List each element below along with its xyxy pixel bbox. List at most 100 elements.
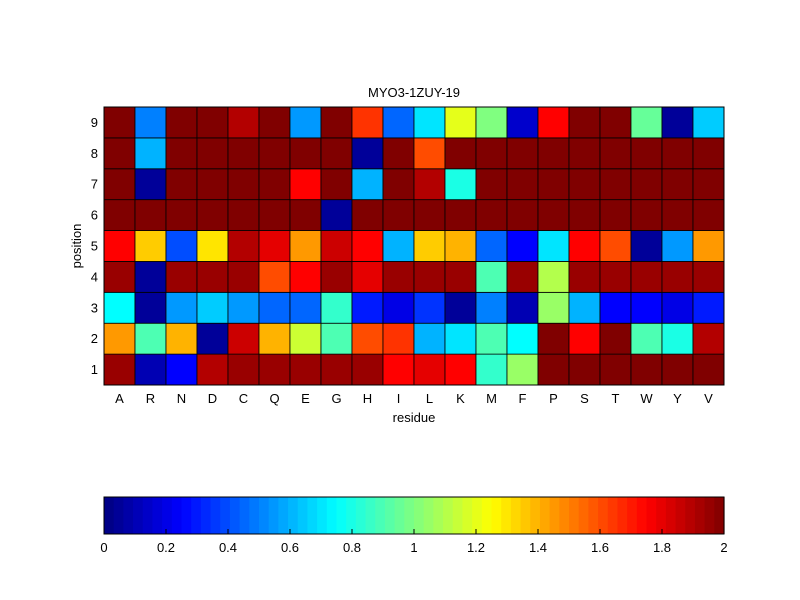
heatmap-cell [506,230,539,262]
heatmap-cell [568,106,601,139]
heatmap-cell [444,322,477,355]
plot-frame [103,106,725,386]
heatmap-cell [506,322,539,355]
heatmap-cell [661,106,694,139]
colorbar-band [355,497,367,534]
heatmap-cell [320,106,353,139]
heatmap-cell [630,353,663,386]
heatmap-cell [289,291,322,324]
heatmap-cell [165,106,198,139]
heatmap-cell [320,353,353,386]
colorbar-band [200,497,212,534]
y-tick-label: 8 [91,146,98,161]
heatmap-cell [227,230,260,262]
heatmap-cell [568,137,601,170]
heatmap-cell [289,137,322,170]
colorbar-band [481,497,493,534]
heatmap-cell [196,106,229,139]
colorbar [104,497,725,534]
x-tick-label: A [115,391,124,406]
colorbar-band [414,497,425,534]
heatmap-cell [351,261,384,293]
colorbar-band [443,497,454,534]
colorbar-band [104,497,115,534]
heatmap-cell [382,230,415,262]
heatmap-cell [103,106,136,139]
heatmap-cell [382,137,415,170]
colorbar-band [336,497,347,534]
heatmap-cell [289,106,322,139]
colorbar-band [346,497,357,534]
heatmap-cell [320,291,353,324]
heatmap-cell [227,322,260,355]
heatmap-cells [103,106,725,386]
colorbar-band [220,497,231,534]
heatmap-cell [630,199,663,231]
heatmap-cell [475,106,508,139]
heatmap-cell [227,291,260,324]
colorbar-tick-label: 0.6 [281,540,299,555]
colorbar-tick-label: 1.6 [591,540,609,555]
x-tick-label: W [640,391,653,406]
colorbar-band [326,497,338,534]
heatmap-cell [692,322,725,355]
heatmap-cell [413,199,446,231]
heatmap-cell [351,291,384,324]
colorbar-band [452,497,464,534]
heatmap-cell [506,137,539,170]
heatmap-cell [568,199,601,231]
heatmap-cell [692,230,725,262]
y-axis-label: position [69,224,84,269]
heatmap-cell [258,291,291,324]
heatmap-cell [320,322,353,355]
x-tick-label: E [301,391,310,406]
heatmap-cell [599,322,632,355]
heatmap-cell [134,353,167,386]
colorbar-tick-labels: 0 0.2 0.4 0.6 0.8 1 1.2 1.4 1.6 1.8 2 [100,529,728,555]
heatmap-cell [630,291,663,324]
heatmap-cell [320,168,353,201]
heatmap-cell [568,261,601,293]
heatmap-cell [289,199,322,231]
colorbar-band [627,497,638,534]
heatmap-cell [506,353,539,386]
colorbar-band [588,497,599,534]
colorbar-band [549,497,560,534]
colorbar-band [423,497,434,534]
heatmap-cell [103,230,136,262]
heatmap-cell [506,199,539,231]
heatmap-cell [568,353,601,386]
heatmap-cell [568,168,601,201]
heatmap-cell [444,106,477,139]
heatmap-cell [258,106,291,139]
heatmap-cell [134,199,167,231]
heatmap-cell [382,106,415,139]
heatmap-cell [289,353,322,386]
colorbar-band [665,497,677,534]
heatmap-cell [692,261,725,293]
colorbar-band [578,497,589,534]
heatmap-cell [692,291,725,324]
y-tick-label: 1 [91,362,98,377]
heatmap-cell [196,322,229,355]
heatmap-cell [599,137,632,170]
heatmap-cell [351,199,384,231]
heatmap-cell [661,322,694,355]
colorbar-band [491,497,502,534]
heatmap-cell [289,230,322,262]
colorbar-band [210,497,221,534]
heatmap-cell [103,261,136,293]
heatmap-cell [351,322,384,355]
heatmap-cell [165,322,198,355]
heatmap-cell [134,137,167,170]
heatmap-cell [196,168,229,201]
colorbar-band [133,497,144,534]
heatmap-cell [568,291,601,324]
colorbar-band [152,497,163,534]
heatmap-cell [165,291,198,324]
heatmap-cell [661,291,694,324]
y-tick-label: 7 [91,177,98,192]
colorbar-tick-label: 0.2 [157,540,175,555]
heatmap-cell [289,168,322,201]
heatmap-cell [661,137,694,170]
